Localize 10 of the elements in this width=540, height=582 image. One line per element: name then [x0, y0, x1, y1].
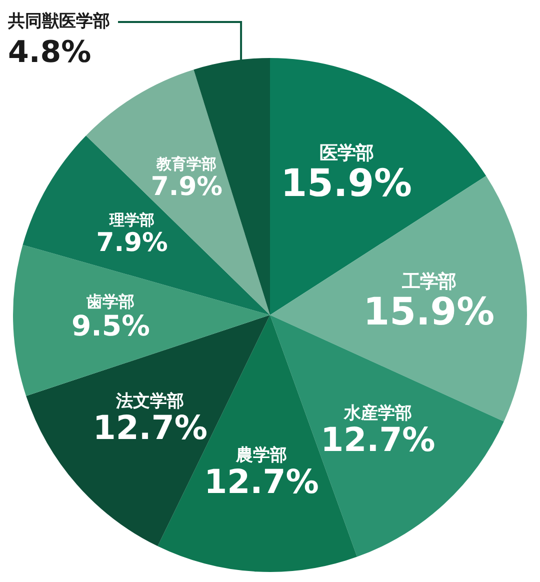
slice-label: 教育学部	[156, 154, 217, 173]
data-label: 4.8%	[8, 34, 92, 70]
slice-label: 農学部	[234, 445, 287, 466]
slice-label: 歯学部	[86, 292, 135, 312]
data-label: 7.9%	[150, 172, 223, 202]
slice-label: 理学部	[108, 210, 155, 229]
data-label: 7.9%	[96, 228, 168, 258]
data-label: 9.5%	[72, 309, 150, 342]
slice-label: 法文学部	[115, 391, 184, 412]
slice-label: 共同獣医学部	[7, 11, 110, 32]
